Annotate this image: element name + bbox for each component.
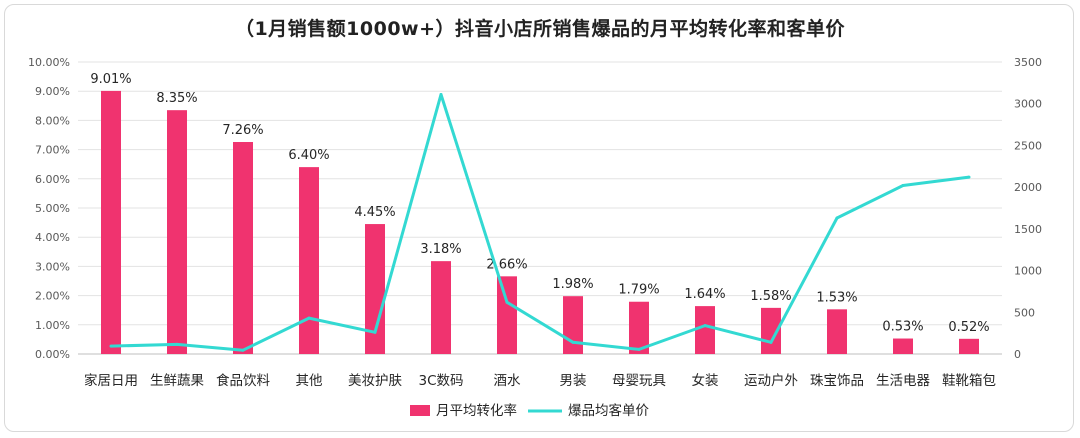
category-label: 食品饮料 — [216, 372, 270, 389]
bar — [365, 224, 385, 354]
line-point — [637, 347, 641, 351]
bar — [563, 296, 583, 354]
right-tick-label: 1500 — [1014, 223, 1042, 236]
bar-data-label: 9.01% — [90, 72, 131, 87]
bar — [233, 142, 253, 354]
right-tick-label: 1000 — [1014, 265, 1042, 278]
category-label: 母婴玩具 — [612, 373, 666, 389]
bar — [101, 90, 121, 355]
category-label: 3C数码 — [418, 373, 463, 389]
bar-data-labels: 9.01%8.35%7.26%6.40%4.45%3.18%2.66%1.98%… — [90, 72, 989, 335]
left-tick-label: 8.00% — [35, 114, 70, 127]
bar-data-label: 0.53% — [882, 320, 923, 335]
bar — [629, 301, 649, 354]
left-tick-label: 0.00% — [35, 348, 70, 361]
chart-title: （1月销售额1000w+）抖音小店所销售爆品的月平均转化率和客单价 — [234, 18, 846, 40]
category-label: 男装 — [560, 373, 587, 389]
line-point — [967, 175, 971, 179]
left-tick-label: 6.00% — [35, 173, 70, 186]
left-tick-label: 9.00% — [35, 85, 70, 98]
left-axis: 0.00% 1.00% 2.00% 3.00% 4.00% 5.00% 6.00% 7.00%… — [28, 56, 70, 361]
line-point — [307, 316, 311, 320]
chart-frame — [4, 4, 1074, 432]
bar — [959, 338, 979, 354]
category-label: 美妆护肤 — [348, 373, 402, 389]
bar — [695, 306, 715, 354]
bar-data-label: 7.26% — [222, 123, 263, 138]
right-tick-label: 0 — [1014, 348, 1021, 361]
bar-data-label: 6.40% — [288, 148, 329, 163]
bar-data-label: 1.53% — [816, 290, 857, 305]
legend: 月平均转化率 爆品均客单价 — [410, 402, 649, 419]
left-tick-label: 4.00% — [35, 231, 70, 244]
right-tick-label: 2000 — [1014, 181, 1042, 194]
category-label: 生鲜蔬果 — [150, 373, 204, 389]
line-path — [110, 93, 970, 352]
bar-data-label: 1.79% — [618, 283, 659, 298]
left-tick-label: 3.00% — [35, 260, 70, 273]
category-label: 鞋靴箱包 — [942, 373, 996, 389]
right-tick-label: 3500 — [1014, 56, 1042, 69]
line-point — [241, 348, 245, 352]
category-label: 家居日用 — [84, 372, 138, 389]
category-label: 女装 — [692, 372, 719, 389]
line-series — [109, 93, 971, 352]
category-label: 生活电器 — [876, 373, 930, 389]
left-tick-label: 2.00% — [35, 290, 70, 303]
bar — [497, 276, 517, 354]
left-tick-label: 7.00% — [35, 144, 70, 157]
bar — [431, 261, 451, 354]
right-axis: 0 500 1000 1500 2000 2500 3000 3500 — [1014, 56, 1042, 361]
category-label: 其他 — [296, 373, 323, 389]
left-tick-label: 10.00% — [28, 56, 70, 69]
line-point — [571, 340, 575, 344]
line-point — [769, 340, 773, 344]
category-axis: 家居日用 生鲜蔬果 食品饮料 其他 美妆护肤 3C数码 酒水 男装 母婴玩具 女装 运动户外 珠宝饰品… — [84, 372, 996, 389]
bar-data-label: 8.35% — [156, 91, 197, 106]
line-point — [835, 216, 839, 220]
line-point — [703, 324, 707, 328]
gridlines — [78, 61, 1002, 355]
left-tick-label: 1.00% — [35, 319, 70, 332]
right-tick-label: 3000 — [1014, 98, 1042, 111]
line-point — [175, 342, 179, 346]
bar-series — [101, 90, 979, 355]
bar-data-label: 3.18% — [420, 242, 461, 257]
bar-data-label: 1.98% — [552, 277, 593, 292]
right-tick-label: 2500 — [1014, 139, 1042, 152]
legend-label-bar: 月平均转化率 — [436, 402, 517, 419]
line-point — [901, 183, 905, 187]
right-tick-label: 500 — [1014, 306, 1035, 319]
bar-data-label: 1.64% — [684, 287, 725, 302]
left-tick-label: 5.00% — [35, 202, 70, 215]
bar — [299, 167, 319, 354]
bar — [893, 338, 913, 354]
category-label: 运动户外 — [744, 372, 798, 389]
bar-data-label: 4.45% — [354, 205, 395, 220]
bar-data-label: 1.58% — [750, 289, 791, 304]
bar — [167, 110, 187, 355]
line-point — [505, 300, 509, 304]
category-label: 珠宝饰品 — [810, 373, 864, 389]
category-label: 酒水 — [494, 373, 522, 389]
legend-label-line: 爆品均客单价 — [568, 402, 649, 419]
line-point — [373, 330, 377, 334]
legend-swatch-bar — [410, 405, 430, 416]
bar-data-label: 0.52% — [948, 320, 989, 335]
line-point — [439, 93, 443, 97]
bar — [827, 309, 847, 354]
line-point — [109, 344, 113, 348]
